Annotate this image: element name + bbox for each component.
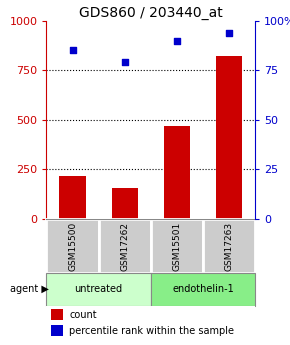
Bar <box>50 325 63 336</box>
Text: untreated: untreated <box>75 284 123 294</box>
Point <box>175 38 179 43</box>
Title: GDS860 / 203440_at: GDS860 / 203440_at <box>79 6 223 20</box>
Bar <box>164 126 190 219</box>
Point <box>122 60 127 65</box>
Text: GSM17262: GSM17262 <box>120 221 129 270</box>
Text: agent ▶: agent ▶ <box>10 284 49 294</box>
Point <box>227 30 231 36</box>
Bar <box>99 219 151 273</box>
Text: GSM15500: GSM15500 <box>68 221 77 271</box>
Bar <box>112 188 138 219</box>
Text: endothelin-1: endothelin-1 <box>172 284 234 294</box>
Point <box>70 48 75 53</box>
Bar <box>216 57 242 219</box>
Text: GSM17263: GSM17263 <box>224 221 234 271</box>
Bar <box>50 309 63 320</box>
Text: percentile rank within the sample: percentile rank within the sample <box>69 326 234 336</box>
Bar <box>59 176 86 219</box>
Bar <box>203 219 255 273</box>
Bar <box>151 219 203 273</box>
Bar <box>46 273 151 306</box>
Text: count: count <box>69 310 97 320</box>
Text: GSM15501: GSM15501 <box>172 221 182 271</box>
Bar <box>151 273 255 306</box>
Bar <box>46 219 99 273</box>
